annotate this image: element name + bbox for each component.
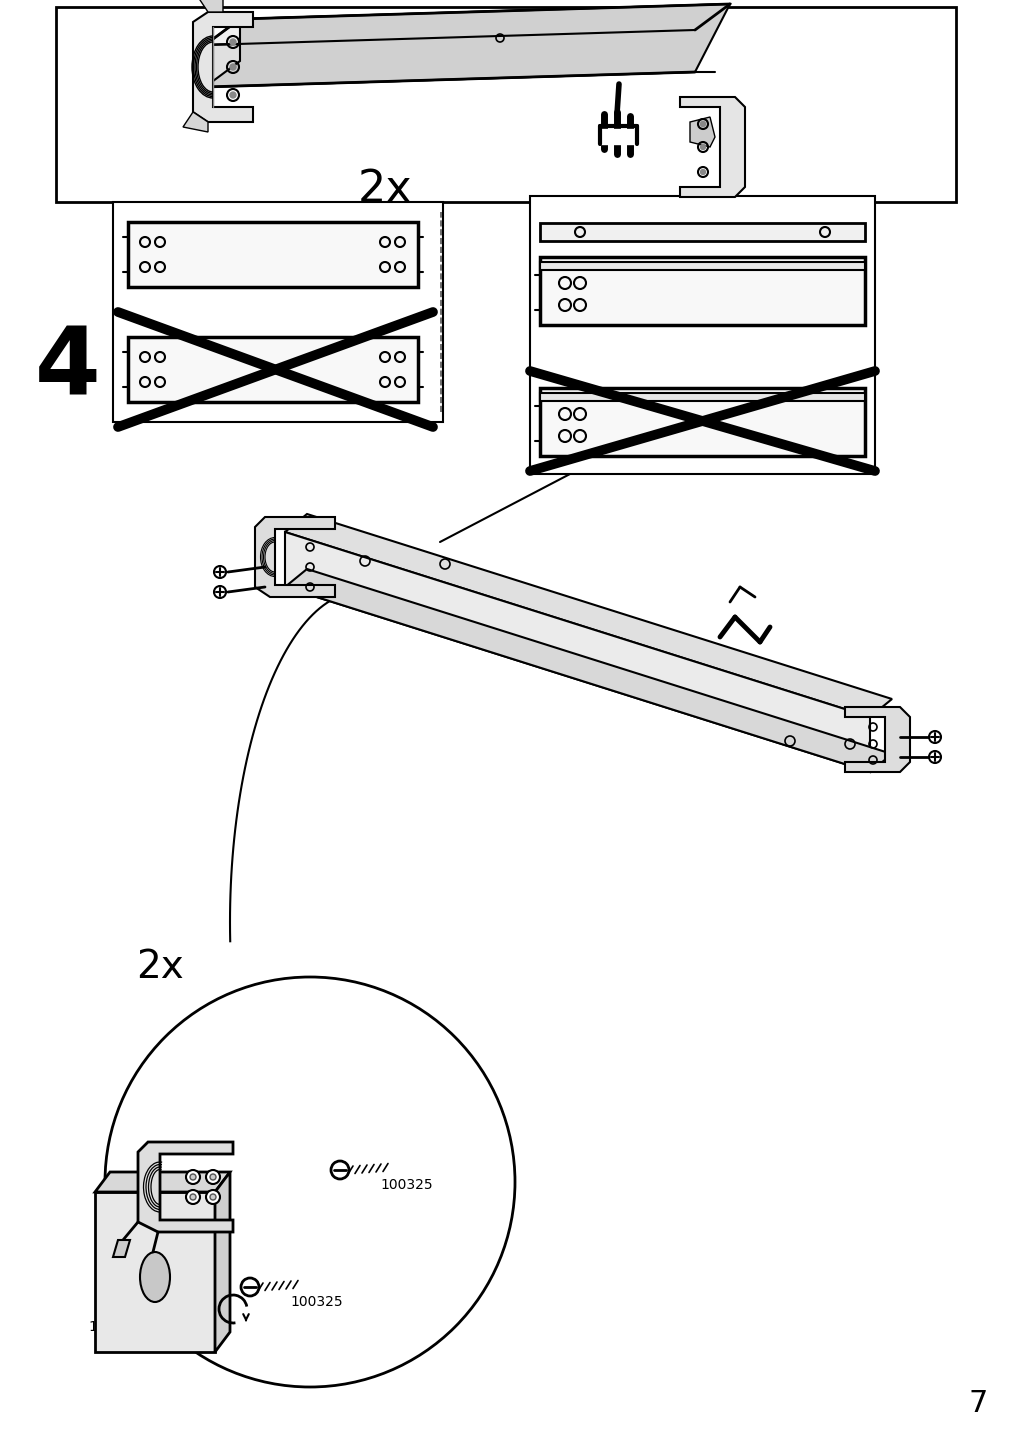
Polygon shape <box>137 1141 233 1232</box>
Bar <box>56 7 955 202</box>
Circle shape <box>700 122 705 126</box>
Circle shape <box>206 1190 219 1204</box>
Polygon shape <box>205 4 729 87</box>
Text: 7: 7 <box>968 1389 987 1419</box>
Circle shape <box>700 145 705 149</box>
Text: 100325: 100325 <box>379 1179 432 1191</box>
Bar <box>540 256 864 325</box>
Polygon shape <box>690 117 715 147</box>
Circle shape <box>229 39 236 44</box>
Bar <box>127 222 418 286</box>
Bar <box>540 392 864 401</box>
Polygon shape <box>113 1240 129 1257</box>
Polygon shape <box>205 4 729 44</box>
Text: 4: 4 <box>35 324 101 415</box>
Polygon shape <box>285 569 891 772</box>
Text: 2x: 2x <box>136 948 184 987</box>
Text: 2x: 2x <box>357 168 411 211</box>
Polygon shape <box>285 514 891 717</box>
Bar <box>540 388 864 455</box>
Circle shape <box>190 1174 196 1180</box>
Circle shape <box>210 1174 215 1180</box>
Bar <box>540 223 864 241</box>
Polygon shape <box>193 11 253 122</box>
Polygon shape <box>255 517 335 597</box>
Circle shape <box>186 1190 200 1204</box>
Circle shape <box>186 1170 200 1184</box>
Circle shape <box>229 64 236 70</box>
Polygon shape <box>600 129 636 145</box>
Text: 120171: 120171 <box>89 1320 142 1335</box>
Polygon shape <box>95 1171 229 1191</box>
Polygon shape <box>198 0 222 11</box>
Bar <box>530 196 875 474</box>
Polygon shape <box>183 112 208 132</box>
Circle shape <box>700 169 705 175</box>
Polygon shape <box>285 533 869 772</box>
Text: 100325: 100325 <box>290 1295 343 1309</box>
Bar <box>113 202 443 422</box>
Polygon shape <box>214 1171 229 1352</box>
Circle shape <box>229 92 236 97</box>
Circle shape <box>210 1194 215 1200</box>
Polygon shape <box>205 30 695 87</box>
Ellipse shape <box>140 1252 170 1302</box>
Polygon shape <box>844 707 909 772</box>
Polygon shape <box>95 1191 214 1352</box>
Circle shape <box>190 1194 196 1200</box>
Circle shape <box>105 977 515 1388</box>
Bar <box>127 337 418 402</box>
Circle shape <box>206 1170 219 1184</box>
Bar <box>540 262 864 271</box>
Polygon shape <box>679 97 744 198</box>
